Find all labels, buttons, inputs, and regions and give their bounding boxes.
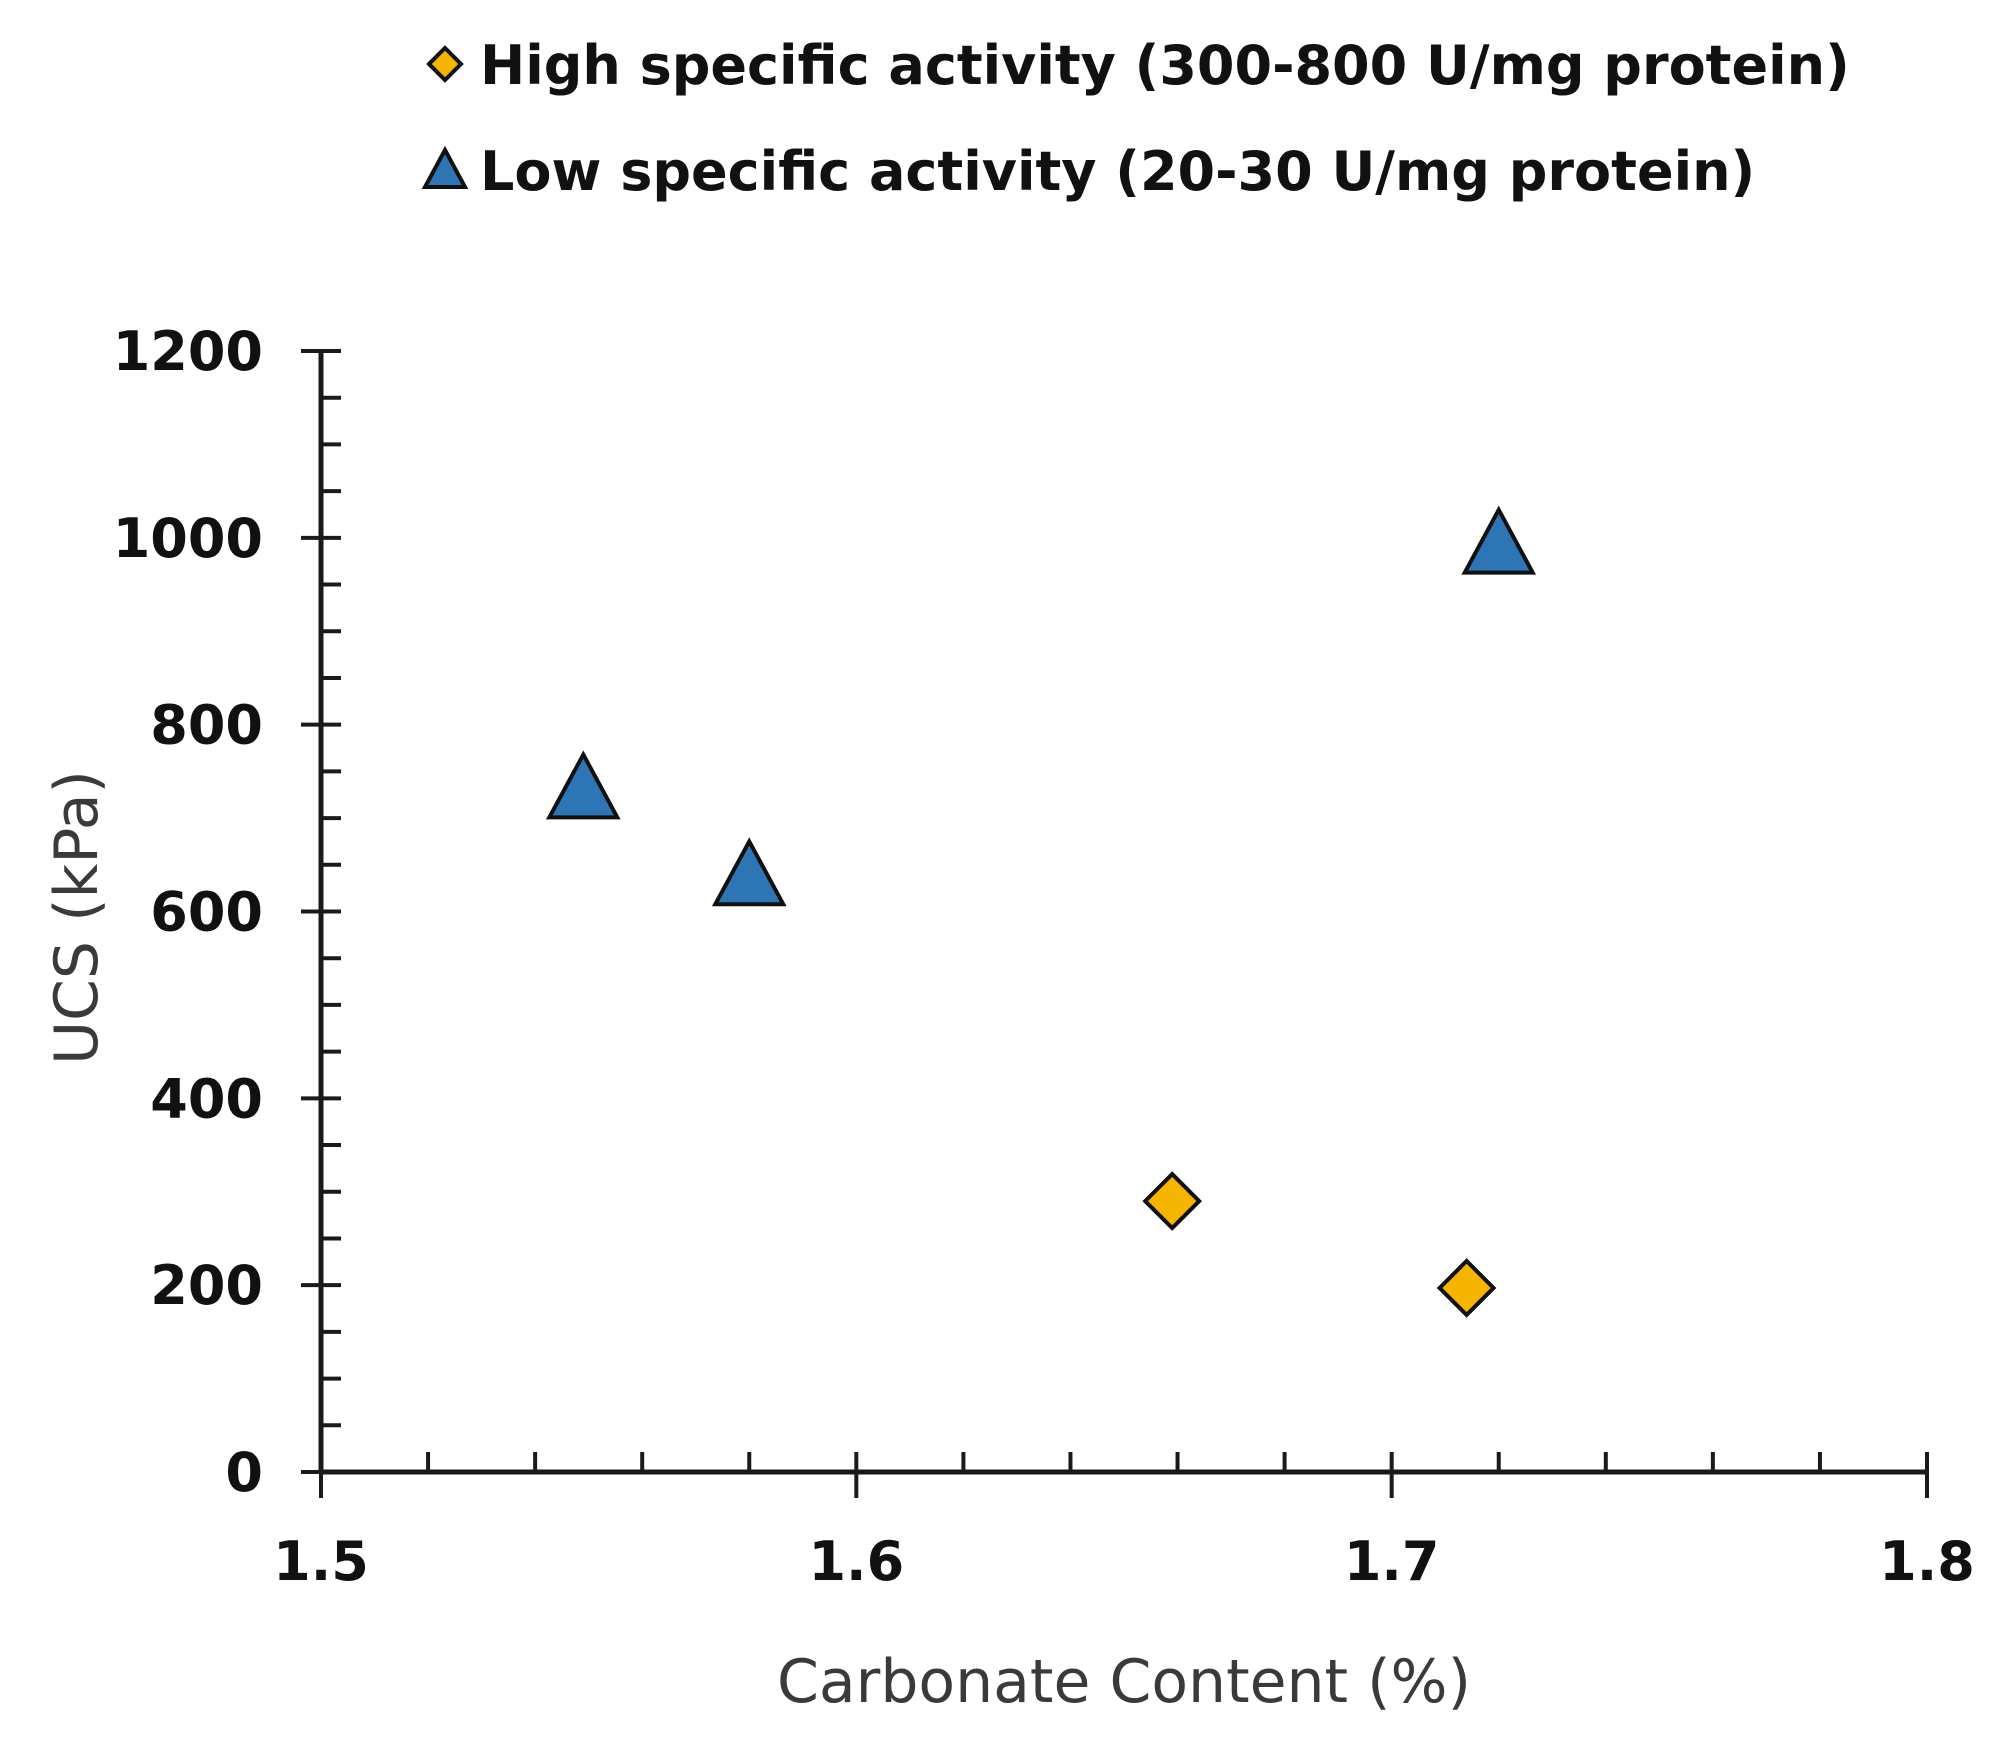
data-point-low-activity bbox=[545, 750, 621, 820]
legend-marker-diamond bbox=[426, 45, 464, 83]
y-tick-label: 200 bbox=[150, 1254, 263, 1317]
y-tick-label: 1200 bbox=[113, 320, 263, 383]
x-axis-title: Carbonate Content (%) bbox=[777, 1647, 1471, 1717]
data-point-high-activity bbox=[1436, 1258, 1497, 1318]
y-axis-title: UCS (kPa) bbox=[42, 770, 112, 1065]
legend-label-low-activity: Low specific activity (20-30 U/mg protei… bbox=[480, 140, 1755, 203]
legend: High specific activity (300-800 U/mg pro… bbox=[421, 34, 1850, 203]
y-tick-label: 0 bbox=[225, 1441, 263, 1504]
x-tick-label: 1.5 bbox=[273, 1530, 369, 1593]
y-tick-label: 600 bbox=[150, 881, 263, 944]
axes: 0 200 400 600 800 1000 1200 1.5 1.6 1.7 1.8 bbox=[113, 320, 1975, 1593]
data-point-low-activity bbox=[711, 837, 787, 907]
y-tick-label: 400 bbox=[150, 1067, 263, 1130]
data-points bbox=[545, 505, 1537, 1318]
x-tick-label: 1.6 bbox=[808, 1530, 904, 1593]
data-point-low-activity bbox=[1461, 505, 1537, 575]
y-tick-label: 800 bbox=[150, 694, 263, 757]
x-tick-label: 1.8 bbox=[1879, 1530, 1975, 1593]
y-tick-label: 1000 bbox=[113, 507, 263, 570]
legend-item-low-activity: Low specific activity (20-30 U/mg protei… bbox=[421, 140, 1755, 203]
legend-marker-triangle bbox=[421, 145, 469, 189]
legend-item-high-activity: High specific activity (300-800 U/mg pro… bbox=[426, 34, 1850, 97]
legend-label-high-activity: High specific activity (300-800 U/mg pro… bbox=[480, 34, 1850, 97]
data-point-high-activity bbox=[1142, 1171, 1203, 1231]
x-tick-label: 1.7 bbox=[1344, 1530, 1440, 1593]
